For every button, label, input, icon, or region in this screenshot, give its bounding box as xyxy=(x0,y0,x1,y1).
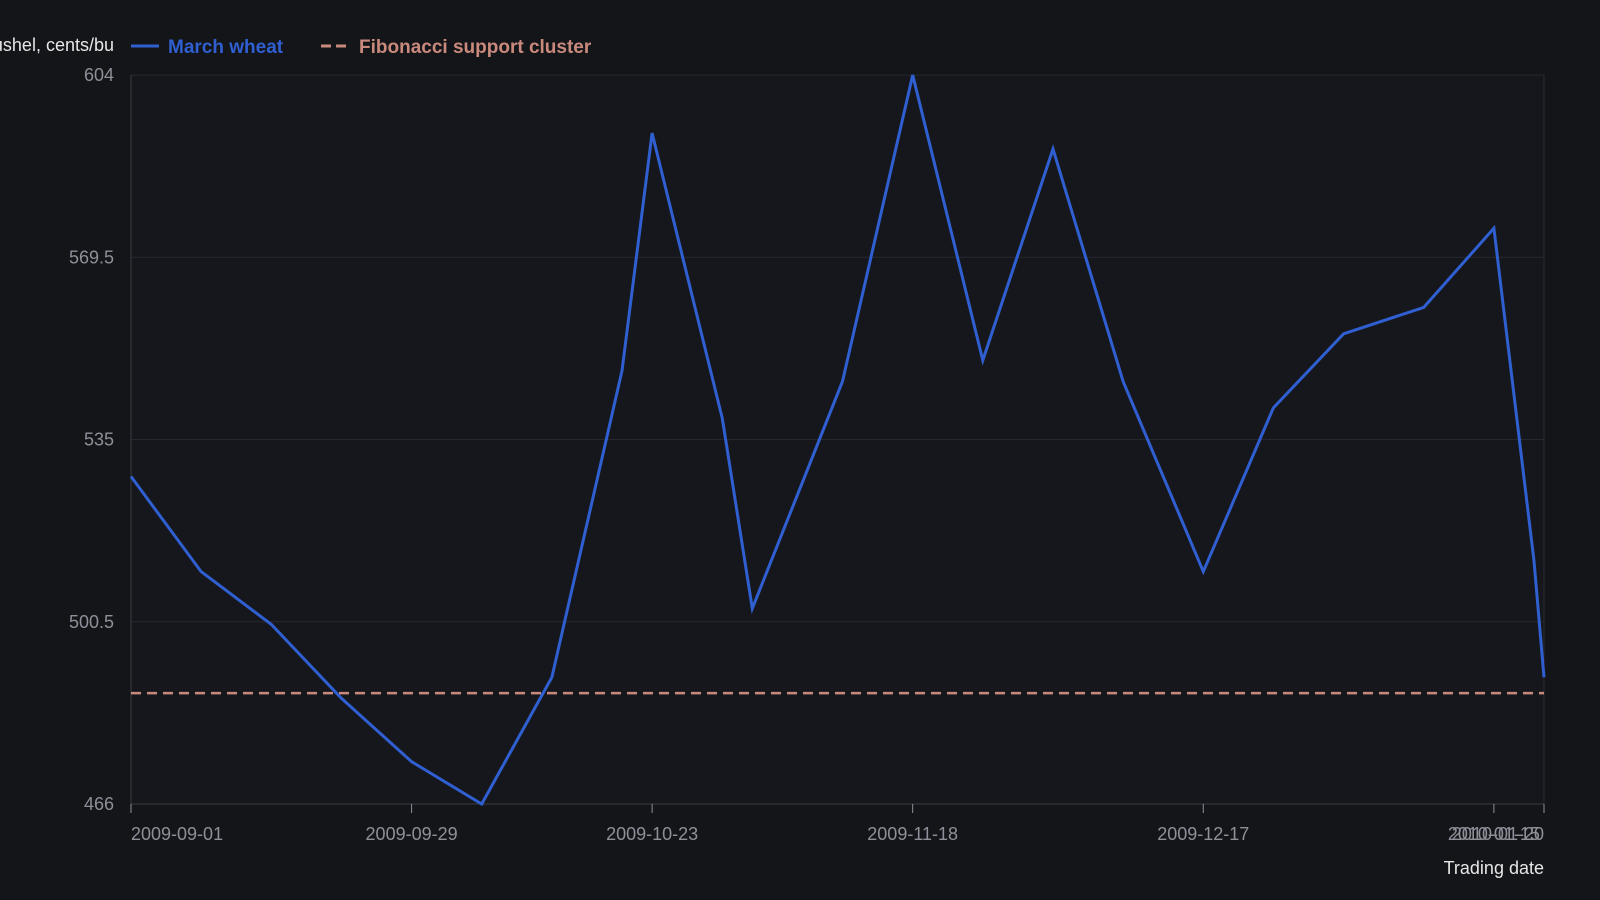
axes: 466 500.5 535 569.5 604 2009-09-01 2009-09-29 2… xyxy=(69,65,1545,844)
x-tick-label: 2010-01-15 xyxy=(1448,824,1540,844)
y-axis-label: Price per bushel, cents/bu xyxy=(0,35,114,55)
x-tick-label: 2009-11-18 xyxy=(867,824,958,844)
legend-label-march-wheat: March wheat xyxy=(168,37,284,58)
x-tick-label: 2009-12-17 xyxy=(1157,824,1249,844)
y-tick-label: 535 xyxy=(84,430,114,450)
y-tick-label: 466 xyxy=(84,794,114,814)
x-axis-label: Trading date xyxy=(1444,858,1544,878)
x-tick-label: 2009-09-01 xyxy=(131,824,223,844)
y-tick-label: 500.5 xyxy=(69,612,114,632)
series-layer xyxy=(129,74,1546,807)
legend-label-fibonacci-support: Fibonacci support cluster xyxy=(359,37,592,58)
y-tick-label: 604 xyxy=(84,65,114,85)
x-tick-label: 2009-10-23 xyxy=(606,824,698,844)
legend: Price per bushel, cents/bu March wheat F… xyxy=(0,35,592,58)
x-tick-label: 2009-09-29 xyxy=(366,824,458,844)
y-tick-label: 569.5 xyxy=(69,247,114,267)
x-tick-label: 2010-01-20 xyxy=(1452,824,1544,844)
series-line-march-wheat xyxy=(129,74,1546,807)
